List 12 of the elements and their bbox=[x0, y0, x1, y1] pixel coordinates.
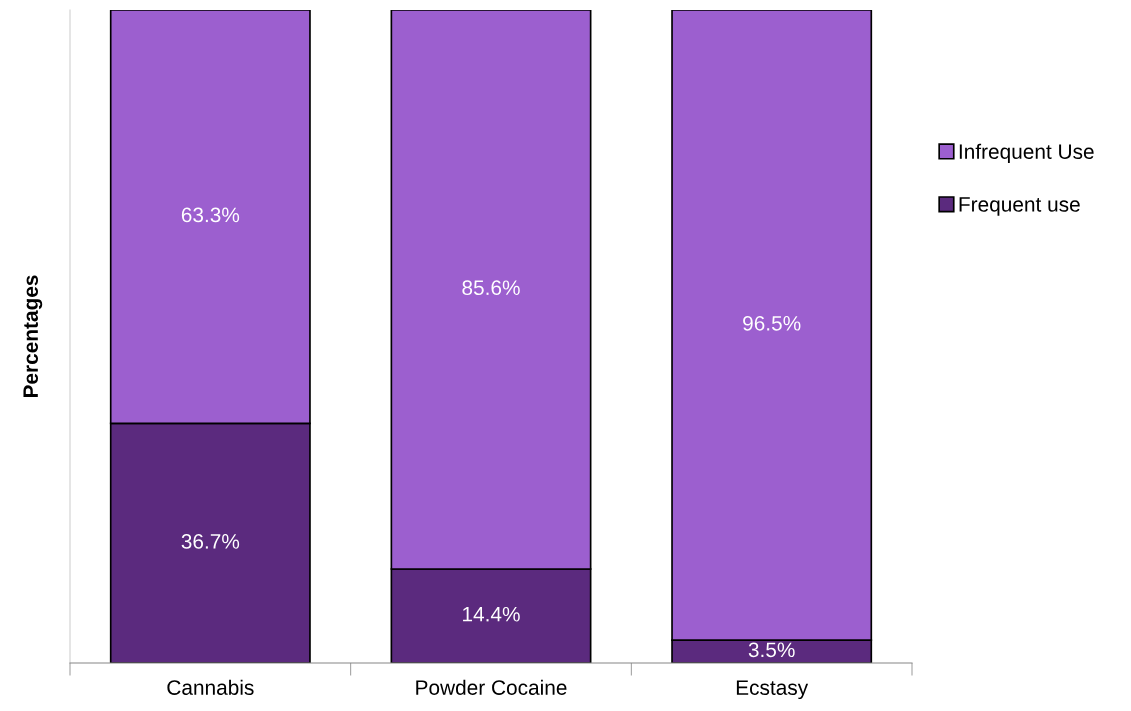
data-label: 3.5% bbox=[748, 642, 795, 658]
data-label: 14.4% bbox=[463, 606, 520, 622]
x-tick-label: Cannabis bbox=[167, 679, 254, 695]
data-label: 85.6% bbox=[462, 280, 520, 296]
data-label: 63.3% bbox=[181, 207, 240, 223]
y-axis-title: Percentages bbox=[23, 275, 43, 398]
data-label: 96.5% bbox=[743, 315, 801, 331]
data-label: 36.7% bbox=[181, 534, 240, 549]
x-tick-label: Ecstasy bbox=[736, 680, 809, 700]
legend-label: Frequent use bbox=[959, 197, 1080, 216]
x-tick-label: Powder Cocaine bbox=[416, 679, 567, 695]
legend-label: Infrequent Use bbox=[959, 143, 1094, 164]
